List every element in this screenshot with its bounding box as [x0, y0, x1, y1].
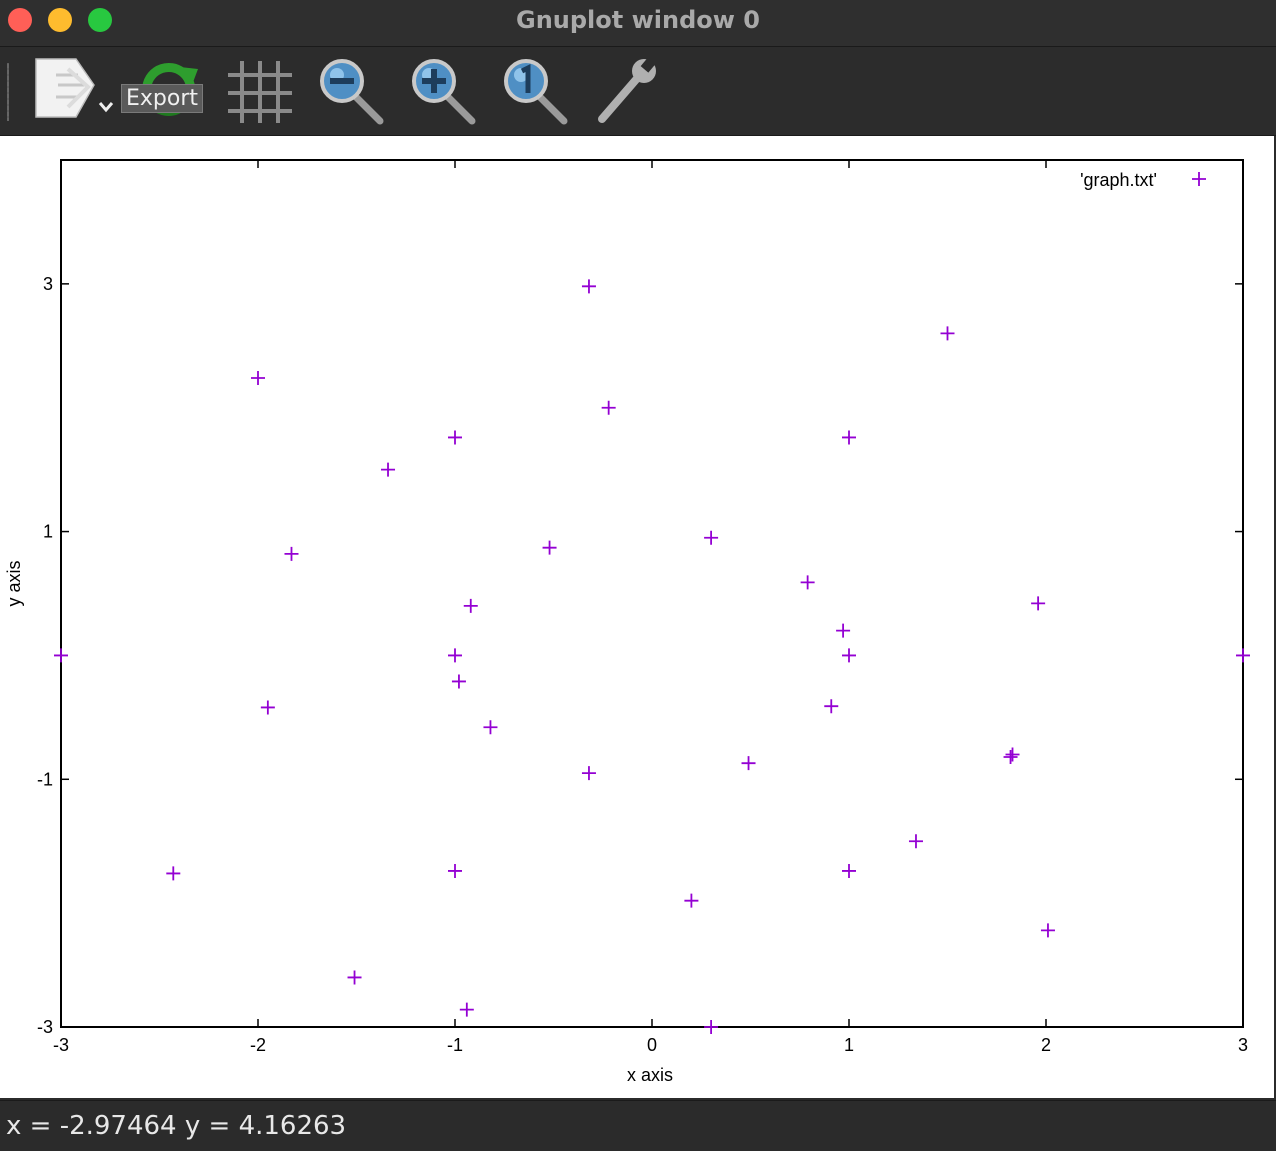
data-point	[684, 893, 699, 908]
x-tick-label: 2	[1041, 1035, 1051, 1055]
x-tick-label: 0	[647, 1035, 657, 1055]
zoom-out-button[interactable]	[318, 55, 386, 127]
data-point	[581, 766, 596, 781]
toolbar-grip[interactable]	[7, 63, 9, 121]
y-tick-label: 1	[43, 522, 53, 542]
y-tick-label: -1	[37, 769, 53, 789]
data-point	[842, 648, 856, 663]
data-point	[842, 863, 856, 878]
title-bar: Gnuplot window 0	[0, 0, 1276, 47]
data-point	[836, 623, 851, 638]
data-point	[741, 756, 756, 771]
data-point	[381, 462, 396, 477]
toolbar: Export	[0, 47, 1276, 136]
zoom-reset-button[interactable]	[502, 55, 570, 127]
x-tick-label: 1	[844, 1035, 854, 1055]
data-point	[1236, 648, 1250, 663]
data-point	[581, 279, 596, 294]
data-point	[1003, 749, 1018, 764]
data-point	[1005, 747, 1020, 762]
data-point	[601, 400, 616, 415]
data-point	[704, 530, 719, 545]
data-point	[54, 648, 68, 663]
x-tick-label: -1	[447, 1035, 463, 1055]
data-point	[940, 326, 955, 341]
y-tick-label: 3	[43, 274, 53, 294]
data-point	[166, 866, 181, 881]
scatter-chart: -3 -2 -1 0 1 2 3 -3 -1 1 3 x axis y axis 'graph.txt'	[4, 159, 1250, 1085]
data-point	[842, 430, 856, 445]
zoom-window-button[interactable]	[88, 8, 112, 32]
legend-marker	[1192, 172, 1206, 186]
legend-label: 'graph.txt'	[1080, 170, 1157, 190]
settings-button[interactable]	[594, 55, 662, 127]
zoom-reset-icon	[504, 59, 568, 125]
data-point	[448, 648, 462, 663]
zoom-in-icon	[412, 59, 476, 125]
data-point	[824, 699, 839, 714]
data-point	[800, 575, 815, 590]
grid-icon	[228, 61, 292, 123]
data-point	[284, 546, 299, 561]
grid-button[interactable]	[226, 55, 294, 127]
data-point	[459, 1002, 474, 1017]
x-tick-label: 3	[1238, 1035, 1248, 1055]
data-point	[1031, 596, 1046, 611]
x-tick-label: -2	[250, 1035, 266, 1055]
minimize-window-button[interactable]	[48, 8, 72, 32]
zoom-in-button[interactable]	[410, 55, 478, 127]
data-point	[542, 540, 557, 555]
x-tick-label: -3	[53, 1035, 69, 1055]
cursor-coordinates: x = -2.97464 y = 4.16263	[6, 1111, 347, 1141]
series-points	[54, 279, 1250, 1034]
data-point	[347, 970, 362, 985]
data-point	[908, 834, 923, 849]
export-tooltip: Export	[121, 84, 204, 113]
window-title: Gnuplot window 0	[516, 6, 760, 34]
data-point	[451, 674, 466, 689]
zoom-out-icon	[320, 59, 384, 125]
plot-area[interactable]: -3 -2 -1 0 1 2 3 -3 -1 1 3 x axis y axis 'graph.txt'	[0, 136, 1274, 1098]
export-button[interactable]	[32, 55, 122, 127]
data-point	[448, 430, 462, 445]
data-point	[1040, 923, 1055, 938]
data-point	[463, 598, 478, 613]
y-axis-label: y axis	[4, 560, 24, 606]
data-point	[251, 370, 265, 385]
data-point	[260, 700, 275, 715]
data-point	[483, 720, 498, 735]
x-axis-label: x axis	[627, 1065, 673, 1085]
data-point	[704, 1020, 719, 1034]
settings-wrench-icon	[598, 55, 658, 123]
status-bar: x = -2.97464 y = 4.16263	[0, 1100, 1276, 1151]
data-point	[448, 863, 462, 878]
plot-border	[60, 159, 1244, 1028]
export-icon	[35, 58, 114, 118]
y-tick-label: -3	[37, 1017, 53, 1037]
close-window-button[interactable]	[8, 8, 32, 32]
